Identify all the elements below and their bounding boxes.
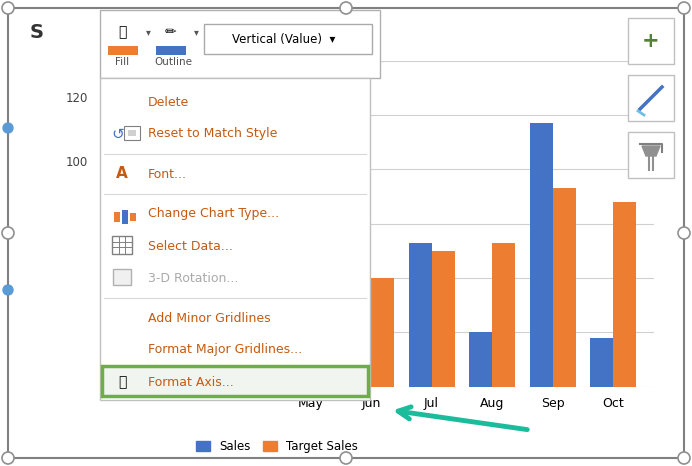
Polygon shape [642,146,660,156]
Text: Reset to Match Style: Reset to Match Style [148,128,277,141]
Text: ▾: ▾ [194,27,199,37]
Text: Font...: Font... [148,167,187,180]
Text: A: A [116,166,128,181]
Text: Vertical (Value)  ▾: Vertical (Value) ▾ [233,33,336,46]
Text: Outline: Outline [154,57,192,67]
Text: +: + [642,31,659,51]
Text: S: S [30,22,44,41]
Text: ▾: ▾ [145,27,150,37]
Bar [590,338,613,387]
Text: Add Minor Gridlines: Add Minor Gridlines [148,311,271,324]
FancyBboxPatch shape [102,366,368,396]
Text: ✏: ✏ [164,25,176,39]
FancyBboxPatch shape [113,269,131,285]
FancyBboxPatch shape [628,18,674,64]
Bar [492,243,516,387]
FancyBboxPatch shape [204,24,372,54]
Text: 🖊: 🖊 [118,375,126,389]
Text: 100: 100 [66,156,88,169]
FancyBboxPatch shape [628,132,674,178]
Bar [553,188,576,387]
FancyBboxPatch shape [156,46,186,55]
Text: Select Data...: Select Data... [148,240,233,253]
Bar [311,305,334,387]
Circle shape [340,452,352,464]
Circle shape [678,2,690,14]
Text: 120: 120 [66,91,88,104]
Text: Format Axis...: Format Axis... [148,376,234,389]
Circle shape [2,452,14,464]
Bar [408,243,432,387]
Circle shape [678,452,690,464]
Text: Delete: Delete [148,96,189,109]
FancyBboxPatch shape [130,213,136,221]
FancyBboxPatch shape [100,10,380,78]
Bar [432,251,455,387]
Circle shape [3,123,13,133]
FancyBboxPatch shape [128,130,136,136]
Bar [287,335,311,387]
Circle shape [678,227,690,239]
Text: 🪣: 🪣 [118,25,126,39]
Text: 3-D Rotation...: 3-D Rotation... [148,272,238,285]
Circle shape [2,227,14,239]
Bar [613,202,637,387]
FancyBboxPatch shape [108,46,138,55]
Bar [469,332,492,387]
Circle shape [2,2,14,14]
Text: Fill: Fill [115,57,129,67]
Text: Change Chart Type...: Change Chart Type... [148,207,279,220]
Legend: Sales, Target Sales: Sales, Target Sales [191,435,363,458]
FancyArrowPatch shape [398,407,527,430]
FancyBboxPatch shape [628,75,674,121]
FancyBboxPatch shape [114,212,120,222]
Bar [371,278,394,387]
Text: Format Major Gridlines...: Format Major Gridlines... [148,343,302,356]
Bar [348,324,371,387]
Circle shape [340,2,352,14]
Circle shape [3,285,13,295]
Text: ↺: ↺ [111,126,125,142]
FancyBboxPatch shape [100,78,370,400]
Bar [530,123,553,387]
FancyBboxPatch shape [122,210,128,224]
